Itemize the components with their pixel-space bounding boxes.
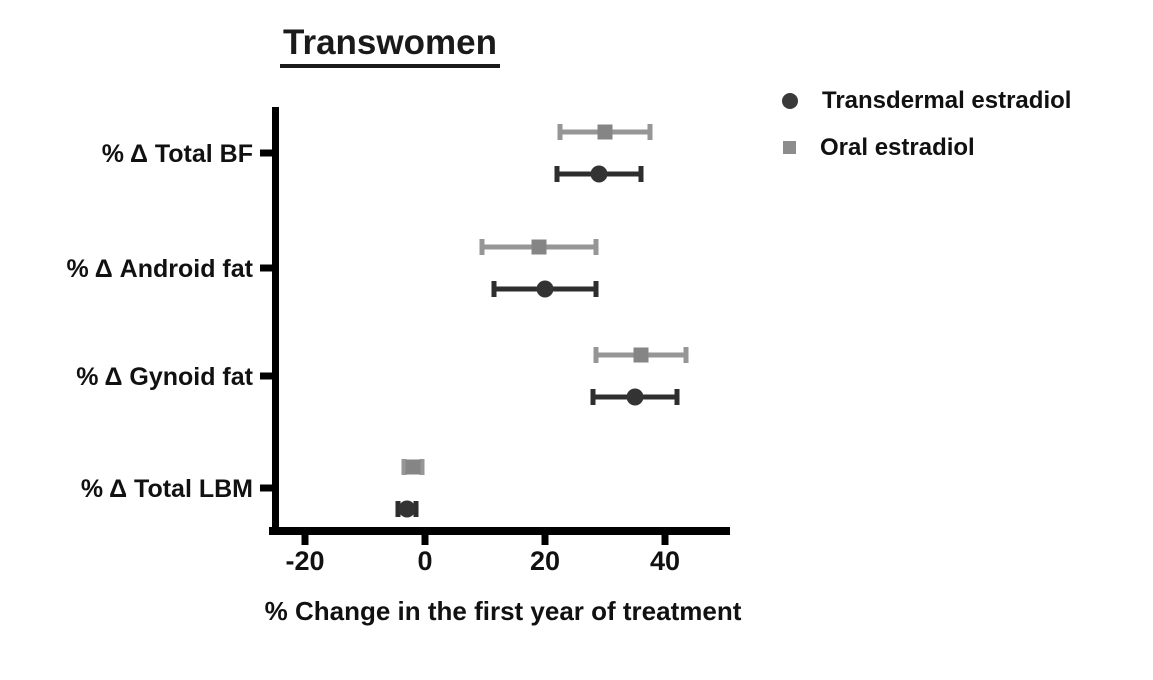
category-label: % Δ Total LBM xyxy=(81,475,253,503)
x-axis-title: % Change in the first year of treatment xyxy=(264,596,742,626)
chart-title: Transwomen xyxy=(240,23,540,68)
data-point-circle xyxy=(398,500,416,518)
data-point-square xyxy=(597,124,613,140)
y-tick xyxy=(260,264,272,272)
error-bar-cap-right xyxy=(647,124,653,140)
error-bar-cap-left xyxy=(557,124,563,140)
error-bar-cap-left xyxy=(401,459,407,475)
legend-label-oral: Oral estradiol xyxy=(820,133,975,161)
x-axis-line xyxy=(269,527,730,535)
error-bar-cap-left xyxy=(395,501,401,517)
circle-marker-icon xyxy=(782,92,798,109)
error-bar-cap-right xyxy=(593,281,599,297)
x-tick-label: 40 xyxy=(650,546,680,576)
error-bar-cap-right xyxy=(413,501,419,517)
data-point-square xyxy=(405,459,421,475)
y-axis-line xyxy=(272,107,279,535)
y-tick xyxy=(260,484,272,492)
error-bar-cap-left xyxy=(593,347,599,363)
data-point-square xyxy=(531,239,547,255)
x-tick xyxy=(661,535,669,545)
data-point-circle xyxy=(536,280,554,298)
error-bar-cap-right xyxy=(674,389,680,405)
category-label: % Δ Gynoid fat xyxy=(76,363,253,391)
error-bar-cap-left xyxy=(554,166,560,182)
error-bar-cap-left xyxy=(479,239,485,255)
legend: Transdermal estradiol Oral estradiol xyxy=(782,87,1071,186)
legend-item-oral: Oral estradiol xyxy=(782,134,1071,161)
square-marker-icon xyxy=(783,141,796,154)
y-tick xyxy=(260,149,272,157)
legend-item-transdermal: Transdermal estradiol xyxy=(782,87,1071,114)
category-label: % Δ Total BF xyxy=(102,140,253,168)
category-label: % Δ Android fat xyxy=(67,255,254,283)
data-point-square xyxy=(633,347,649,363)
data-point-circle xyxy=(626,388,644,406)
error-bar-cap-right xyxy=(419,459,425,475)
x-tick xyxy=(301,535,309,545)
chart-title-text: Transwomen xyxy=(280,23,500,68)
error-bar-cap-left xyxy=(491,281,497,297)
x-tick xyxy=(541,535,549,545)
error-bar-cap-right xyxy=(638,166,644,182)
error-bar-cap-right xyxy=(683,347,689,363)
x-tick xyxy=(421,535,429,545)
error-bar-cap-right xyxy=(593,239,599,255)
legend-label-transdermal: Transdermal estradiol xyxy=(822,86,1072,114)
y-tick xyxy=(260,372,272,380)
x-tick-label: -20 xyxy=(285,546,324,576)
error-bar-cap-left xyxy=(590,389,596,405)
x-tick-label: 0 xyxy=(417,546,432,576)
x-tick-label: 20 xyxy=(530,546,560,576)
data-point-circle xyxy=(590,165,608,183)
